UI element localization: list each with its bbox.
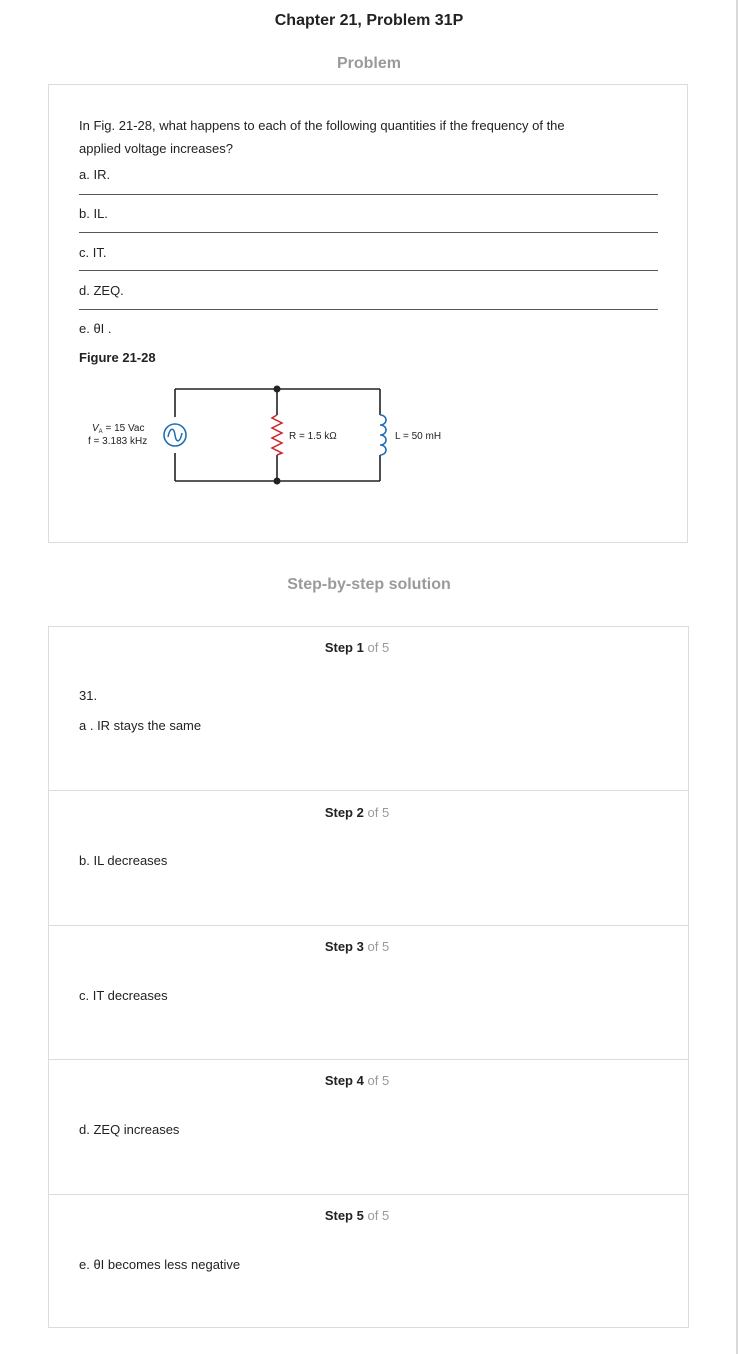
step-label: Step 4 of 5 [324,1073,390,1088]
step-label: Step 5 of 5 [324,1208,390,1223]
chapter-title: Chapter 21, Problem 31P [274,12,464,29]
step-text: a . IR stays the same [79,718,202,733]
step-4: Step 4 of 5 d. ZEQ increases [49,1059,688,1195]
step-text: e. θI becomes less negative [79,1257,241,1272]
step-text: 31. [79,688,98,703]
step-text: b. IL decreases [79,853,168,868]
question-line-1: In Fig. 21-28, what happens to each of t… [79,118,565,133]
problem-card: In Fig. 21-28, what happens to each of t… [48,84,688,543]
part-b: b. IL. [79,206,108,221]
part-d: d. ZEQ. [79,283,124,298]
inductor-icon [379,414,387,456]
step-label: Step 1 of 5 [324,640,390,655]
answer-rule [79,194,658,195]
resistor-label: R = 1.5 kΩ [289,431,337,442]
step-text: c. IT decreases [79,988,168,1003]
inductor-label: L = 50 mH [395,431,441,442]
problem-heading: Problem [336,55,401,72]
answer-rule [79,309,658,310]
ac-source-icon [163,423,187,447]
page-right-border [736,0,738,1354]
question-line-2: applied voltage increases? [79,141,233,156]
step-3: Step 3 of 5 c. IT decreases [49,925,688,1060]
part-a: a. IR. [79,167,111,182]
junction-dot [273,477,281,485]
step-text: d. ZEQ increases [79,1122,180,1137]
answer-rule [79,232,658,233]
answer-rule [79,270,658,271]
solution-heading: Step-by-step solution [287,576,451,593]
step-5: Step 5 of 5 e. θI becomes less negative [49,1194,688,1328]
question-text: In Fig. 21-28, what happens to each of t… [79,114,639,160]
circuit-diagram: VA = 15 Vac f = 3.183 kHz R = 1.5 kΩ L =… [88,385,441,485]
figure-title: Figure 21-28 [79,350,156,365]
step-label: Step 3 of 5 [324,939,390,954]
source-voltage-label: VA = 15 Vac [92,423,144,435]
source-frequency-label: f = 3.183 kHz [88,436,147,447]
part-e: e. θI . [79,321,112,336]
solution-card: Step 1 of 5 31. a . IR stays the same St… [48,626,689,1328]
step-label: Step 2 of 5 [324,805,390,820]
part-c: c. IT. [79,245,107,260]
resistor-icon [270,414,284,456]
step-1: Step 1 of 5 31. a . IR stays the same [49,627,688,790]
step-2: Step 2 of 5 b. IL decreases [49,790,688,926]
junction-dot [273,385,281,393]
